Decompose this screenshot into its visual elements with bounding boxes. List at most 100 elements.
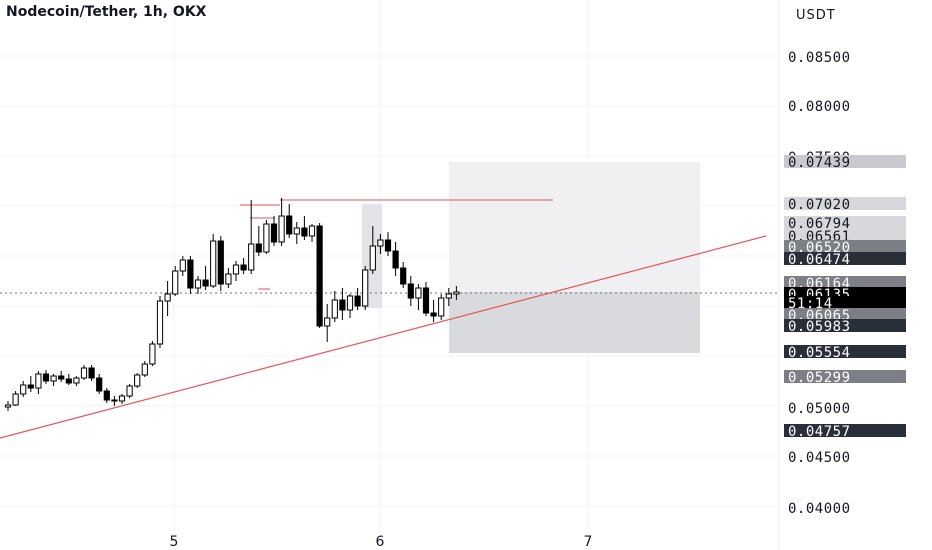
candle-body-up [415,287,422,299]
candle-body-up [453,291,460,295]
candle-body-up [438,297,445,317]
candle-body-up [172,270,179,295]
candle-body-down [339,299,346,311]
candle-body-up [308,225,316,237]
candle-body-up [50,375,57,382]
candle-body-down [96,377,103,392]
candle [225,268,232,288]
candle [278,198,285,246]
candle [308,224,316,242]
price-label-bg [784,370,906,383]
price-label-text: 0.06474 [788,252,851,268]
candle-body-down [270,223,278,243]
price-tick: 0.05000 [788,401,851,417]
chart-title: Nodecoin/Tether, 1h, OKX [6,4,207,20]
candle [422,282,430,316]
price-label-bg [784,276,906,289]
price-axis-currency: USDT [796,8,836,23]
candle-body-up [331,299,338,319]
candle [407,276,414,306]
candle [270,216,278,246]
candle [73,376,80,386]
candle [430,300,437,322]
price-label-bg [784,229,906,242]
candle-body-up [118,395,126,402]
candle [156,296,164,348]
price-label-text: 0.04757 [788,424,851,440]
candle-body-down [240,264,247,271]
candle-body-up [141,363,148,376]
candle [384,232,392,256]
candle-body-down [400,267,407,285]
stop-zone[interactable] [449,292,700,353]
candle-body-up [210,240,217,287]
candle [248,200,255,274]
price-label-bg [784,319,906,332]
candle-body-up [194,279,202,289]
price-label: 0.07439 [784,155,906,171]
candle [88,365,95,381]
candle [118,394,126,404]
price-tick: 0.08500 [788,50,851,66]
candle [331,291,338,322]
candle [400,262,407,288]
candle-body-up [12,393,19,406]
price-label: 0.05554 [784,345,906,361]
candle [377,234,384,254]
candle-body-down [42,373,50,382]
candle [4,401,12,411]
price-label-bg [784,296,906,309]
candle-body-up [73,377,80,384]
candle-body-down [354,295,361,307]
candle-body-up [278,215,285,243]
price-label-bg [784,252,906,265]
candle [301,216,308,240]
candle-body-up [263,223,270,253]
candle-body-down [301,227,308,237]
candle [65,374,72,385]
candle-body-up [232,264,240,275]
candle [324,304,331,342]
price-label: 0.06474 [784,252,906,268]
candle [286,204,293,238]
candle [80,365,88,380]
price-label-bg [784,345,906,358]
candle-body-down [103,390,110,401]
candle [58,371,65,382]
price-label-bg [784,197,906,210]
candle-body-down [187,259,194,289]
price-label-text: 0.05983 [788,319,851,335]
price-axis[interactable]: USDT 0.08500 0.08000 0.07500 0.05000 0.0… [778,0,906,550]
candle [111,396,118,406]
candle [179,256,186,276]
price-label-bg [784,424,906,437]
target-zone[interactable] [449,162,700,292]
candle [172,266,179,296]
candle-body-up [35,373,42,389]
candle [316,223,323,328]
price-label-text: 0.07020 [788,197,851,213]
candle-body-up [293,227,300,235]
candle [126,384,133,398]
candle-body-up [346,295,354,311]
candle [164,281,171,316]
candle [346,294,354,318]
price-label: 0.05983 [784,319,906,335]
candle-body-down [202,279,209,287]
candle [42,370,50,384]
price-label-bg [784,240,906,253]
candle [369,226,376,274]
candle [20,381,27,397]
price-tick: 0.08000 [788,99,851,115]
candle [194,276,202,294]
candle [27,376,34,392]
candle [134,373,141,388]
candle-body-down [430,312,437,317]
candle-body-down [58,375,65,380]
price-tick: 0.04000 [788,501,851,517]
candle [293,222,300,244]
price-label-text: 0.07439 [788,155,851,171]
candle [263,220,270,254]
trend-line[interactable] [0,235,767,439]
